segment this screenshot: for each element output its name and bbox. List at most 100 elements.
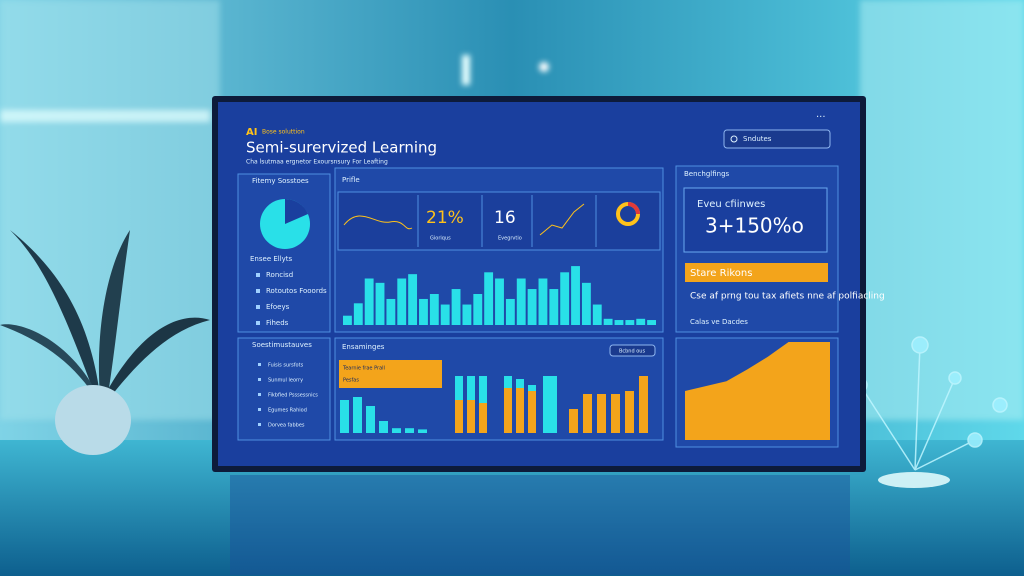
- menu-item: Fikbfied Psssessnics: [268, 393, 318, 399]
- bar: [408, 274, 418, 325]
- stack-top: [479, 376, 487, 403]
- stack-base: [528, 391, 536, 433]
- pie-slice: [285, 198, 308, 224]
- menu-icon: [258, 378, 261, 381]
- tag: Tearnie frae Prall: [342, 366, 385, 372]
- stack-base: [504, 388, 512, 433]
- bar: [366, 406, 375, 433]
- stack-base: [467, 400, 475, 433]
- bar: [516, 278, 526, 325]
- tag-box: [339, 360, 442, 388]
- bar: [625, 320, 635, 325]
- bar: [560, 272, 570, 325]
- bar: [614, 320, 624, 325]
- bar: [549, 289, 559, 325]
- button-text: Bcbnd ous: [619, 349, 646, 355]
- reflection: [230, 475, 850, 575]
- bar: [647, 320, 656, 325]
- comparison-panel: [334, 337, 664, 441]
- bar: [397, 278, 407, 325]
- menu-item: Dorvea fabbes: [268, 423, 305, 429]
- insight-link[interactable]: Calas ve Dacdes: [690, 318, 748, 326]
- overview-title: Prifle: [342, 176, 360, 184]
- menu-item: Fiheds: [266, 319, 289, 327]
- bar: [379, 421, 388, 433]
- sidebar2-panel: [237, 337, 331, 441]
- bar: [392, 428, 401, 433]
- bar: [583, 394, 592, 433]
- menu-dots[interactable]: ···: [816, 112, 826, 123]
- kpi-value: 16: [494, 208, 516, 228]
- donut-part: [627, 202, 640, 215]
- menu-icon: [258, 393, 261, 396]
- stack-top: [455, 376, 463, 400]
- sidebar-title: Fitemy Sosstoes: [252, 177, 309, 185]
- search-box[interactable]: [723, 129, 831, 149]
- menu-icon: [258, 363, 261, 366]
- bar: [419, 298, 428, 325]
- menu-item: Sunmul leorry: [268, 378, 303, 384]
- menu-icon: [256, 305, 260, 309]
- spark-line: [539, 203, 585, 236]
- bar: [343, 315, 352, 325]
- kpi-row: [337, 191, 661, 251]
- kpi-label: Gioriqus: [430, 236, 451, 242]
- tagline: Bose soluttion: [262, 129, 305, 136]
- bar: [375, 282, 385, 325]
- stack-top: [528, 385, 536, 391]
- stack-top: [504, 376, 512, 388]
- stack-base: [479, 403, 487, 433]
- dashboard: AI Bose soluttion Semi-surervized Learni…: [237, 112, 885, 448]
- subtitle: Cha lsutmaa ergnetor Exoursnsury For Lea…: [246, 159, 388, 166]
- bar: [462, 304, 472, 325]
- menu-item: Egumes Rahiod: [268, 408, 307, 414]
- menu-icon: [256, 273, 260, 277]
- bar: [405, 428, 414, 433]
- bar: [592, 304, 602, 325]
- menu-icon: [256, 289, 260, 293]
- bar: [386, 298, 396, 325]
- bar: [484, 272, 494, 325]
- bar: [473, 294, 483, 325]
- tag2: Pesfas: [343, 378, 359, 384]
- stack-top: [516, 379, 524, 388]
- bar: [440, 304, 450, 325]
- bar: [636, 318, 646, 325]
- bar: [353, 303, 363, 325]
- kpi-label: Evegrvtio: [498, 236, 522, 242]
- stack-base: [516, 388, 524, 433]
- plant: [0, 230, 210, 455]
- menu-item: Roncisd: [266, 271, 293, 279]
- menu-icon: [256, 321, 260, 325]
- bar: [603, 318, 613, 325]
- bar: [418, 429, 427, 433]
- bar: [495, 278, 504, 325]
- menu-icon: [258, 423, 261, 426]
- sidebar-section: Ensee Ellyts: [250, 255, 293, 263]
- sidebar2-title: Soestimustauves: [252, 341, 312, 349]
- stat-card: [683, 187, 828, 253]
- bar: [364, 278, 374, 325]
- comparison-title: Ensaminges: [342, 343, 385, 351]
- area-fill: [685, 342, 830, 440]
- button[interactable]: [609, 344, 656, 357]
- bar: [527, 289, 537, 325]
- bar: [581, 282, 591, 325]
- bar: [451, 289, 461, 325]
- bar: [429, 294, 439, 325]
- search-text: Sndutes: [743, 135, 772, 143]
- menu-icon: [258, 408, 261, 411]
- bar: [569, 409, 578, 433]
- bar: [611, 394, 620, 433]
- office-blur: [0, 0, 1024, 420]
- insight-title: Stare Rikons: [690, 268, 752, 279]
- bar: [505, 298, 515, 325]
- menu-item: Rotoutos Fooords: [266, 287, 327, 295]
- stat-value: 3+150%o: [705, 214, 804, 238]
- brand: AI: [246, 127, 257, 138]
- bar: [571, 266, 580, 325]
- bar: [538, 278, 548, 325]
- bar: [597, 394, 606, 433]
- stats-title: Benchglfings: [684, 170, 730, 178]
